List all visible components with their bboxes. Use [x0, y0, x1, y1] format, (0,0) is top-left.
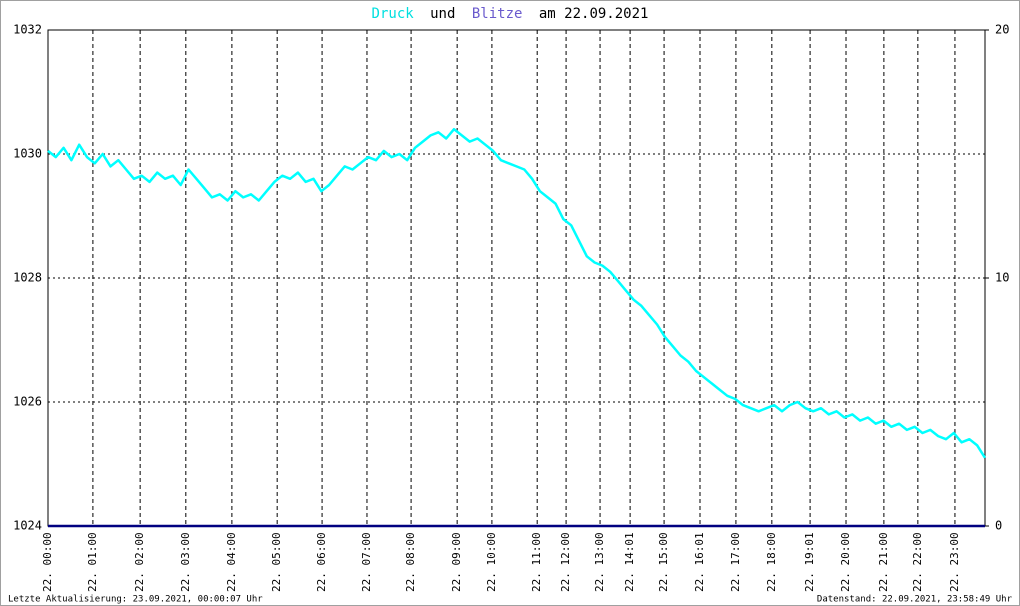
x-tick-label: 22. 05:00 [270, 532, 283, 592]
x-tick-label: 22. 15:00 [657, 532, 670, 592]
footer-left: Letzte Aktualisierung: 23.09.2021, 00:00… [8, 595, 263, 605]
x-tick-label: 22. 09:00 [450, 532, 463, 592]
x-tick-label: 22. 06:00 [315, 532, 328, 592]
y2-tick-label: 20 [995, 23, 1009, 37]
y-tick-label: 1032 [13, 23, 42, 37]
x-tick-label: 22. 16:01 [693, 532, 706, 592]
x-tick-label: 22. 17:00 [729, 532, 742, 592]
x-tick-label: 22. 04:00 [225, 532, 238, 592]
x-tick-label: 22. 00:00 [41, 532, 54, 592]
x-tick-label: 22. 02:00 [133, 532, 146, 592]
x-tick-label: 22. 10:00 [485, 532, 498, 592]
x-tick-label: 22. 20:00 [839, 532, 852, 592]
series-line [47, 127, 987, 459]
y-tick-label: 1028 [13, 271, 42, 285]
x-tick-label: 22. 08:00 [404, 532, 417, 592]
x-tick-label: 22. 03:00 [179, 532, 192, 592]
y-tick-label: 1024 [13, 519, 42, 533]
title-series: Druck [372, 6, 415, 22]
footer-right: Datenstand: 22.09.2021, 23:58:49 Uhr [817, 595, 1013, 605]
x-tick-label: 22. 22:00 [911, 532, 924, 592]
x-tick-label: 22. 23:00 [948, 532, 961, 592]
y-tick-label: 1030 [13, 147, 42, 161]
x-tick-label: 22. 12:00 [559, 532, 572, 592]
x-tick-label: 22. 01:00 [86, 532, 99, 592]
y2-tick-label: 0 [995, 519, 1002, 533]
x-tick-label: 22. 13:00 [593, 532, 606, 592]
x-tick-label: 22. 18:00 [765, 532, 778, 592]
chart-title: Druck und Blitze am 22.09.2021 [372, 6, 649, 22]
y2-tick-label: 10 [995, 271, 1009, 285]
title-part: am 22.09.2021 [539, 6, 649, 22]
x-tick-label: 22. 21:00 [877, 532, 890, 592]
y-tick-label: 1026 [13, 395, 42, 409]
x-tick-label: 22. 14:01 [623, 532, 636, 592]
x-tick-label: 22. 19:01 [803, 532, 816, 592]
x-tick-label: 22. 07:00 [360, 532, 373, 592]
title-part: und [430, 6, 455, 22]
title-series: Blitze [472, 6, 523, 22]
x-tick-label: 22. 11:00 [530, 532, 543, 592]
